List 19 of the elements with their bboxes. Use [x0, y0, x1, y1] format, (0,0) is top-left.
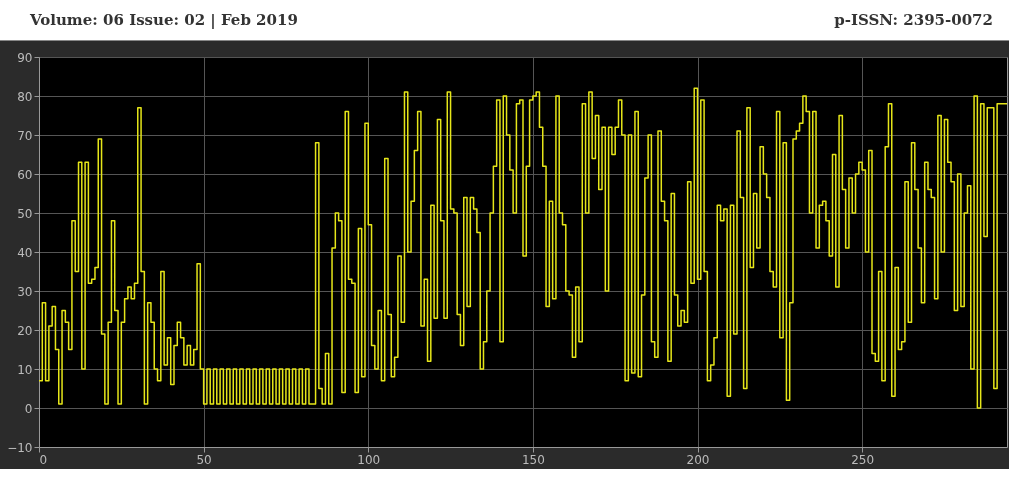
x-tick-label: 100 [357, 452, 381, 467]
x-tick-label: 0 [39, 452, 48, 467]
y-tick-label: −10 [7, 440, 33, 455]
y-tick-label: 40 [17, 245, 33, 260]
y-tick-label: 60 [17, 167, 33, 182]
y-tick-label: 70 [17, 128, 33, 143]
text: p-ISSN: 2395-0072 [834, 11, 993, 29]
y-tick-label: 10 [17, 362, 33, 377]
y-tick-label: 90 [17, 50, 33, 65]
x-tick-label: 200 [686, 452, 710, 467]
y-tick-label: 20 [17, 323, 33, 338]
y-tick-label: 80 [17, 89, 33, 104]
y-tick-label: 0 [24, 401, 33, 416]
y-tick-label: 30 [17, 284, 33, 299]
text: Volume: 06 Issue: 02 | Feb 2019 [30, 11, 298, 29]
y-tick-label: 50 [17, 206, 33, 221]
x-tick-label: 50 [196, 452, 212, 467]
x-tick-label: 150 [521, 452, 545, 467]
x-tick-label: 250 [851, 452, 875, 467]
